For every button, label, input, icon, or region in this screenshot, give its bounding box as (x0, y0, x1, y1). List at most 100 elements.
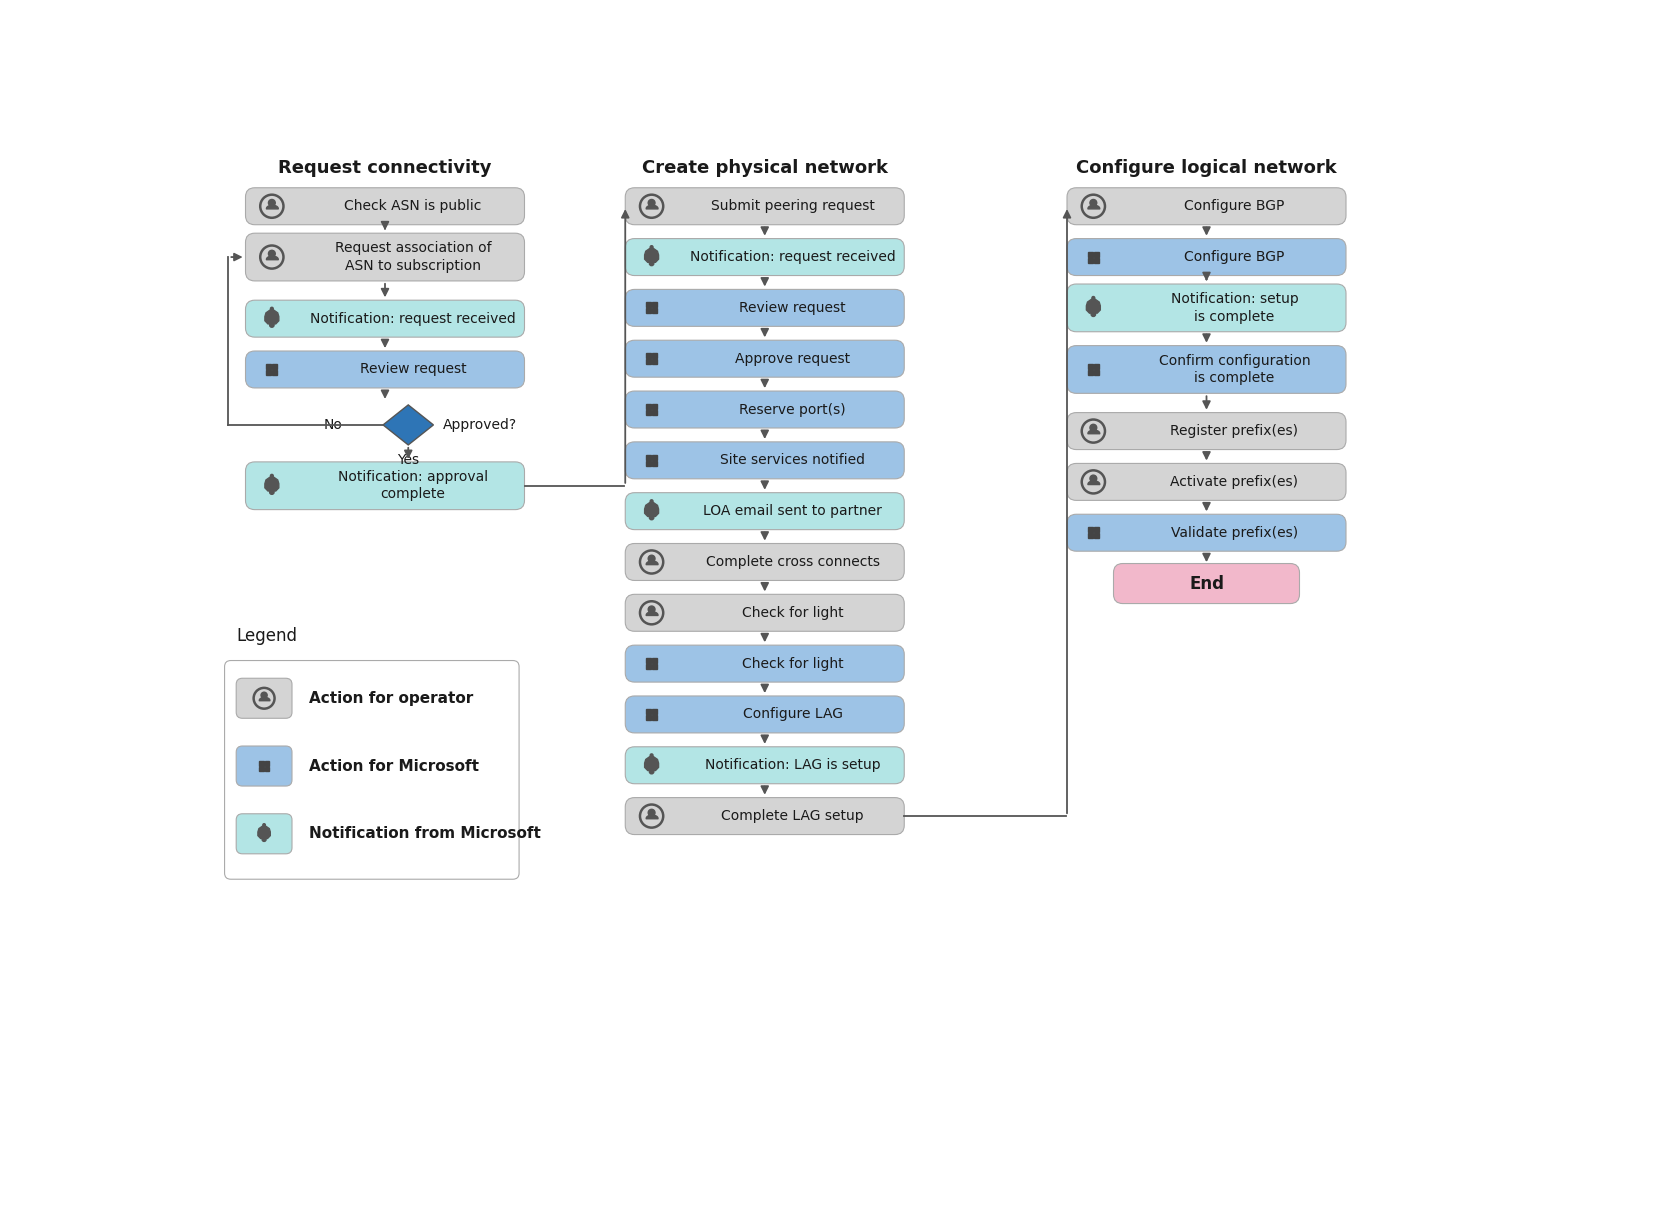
Text: Check for light: Check for light (743, 606, 844, 619)
Bar (1088, 371, 1093, 375)
Polygon shape (1087, 298, 1100, 313)
Text: Submit peering request: Submit peering request (711, 199, 875, 213)
Text: No: No (323, 417, 342, 432)
Polygon shape (645, 756, 658, 771)
Bar (1093, 364, 1098, 369)
Bar (652, 455, 657, 460)
Bar (265, 767, 270, 771)
FancyBboxPatch shape (1067, 346, 1346, 394)
Text: Configure LAG: Configure LAG (743, 708, 842, 721)
FancyBboxPatch shape (625, 492, 905, 529)
Text: Check ASN is public: Check ASN is public (344, 199, 481, 213)
Bar (647, 404, 652, 409)
FancyBboxPatch shape (237, 746, 293, 787)
Circle shape (1090, 199, 1097, 207)
Bar (273, 371, 278, 375)
Polygon shape (265, 476, 280, 491)
Text: Configure logical network: Configure logical network (1077, 159, 1336, 177)
FancyBboxPatch shape (625, 442, 905, 479)
Text: Activate prefix(es): Activate prefix(es) (1171, 475, 1298, 489)
Text: Notification: setup
is complete: Notification: setup is complete (1171, 292, 1298, 324)
Bar (260, 767, 263, 771)
FancyBboxPatch shape (245, 233, 524, 281)
Circle shape (268, 250, 275, 257)
Circle shape (650, 261, 653, 266)
Text: Request association of
ASN to subscription: Request association of ASN to subscripti… (334, 241, 491, 273)
FancyBboxPatch shape (625, 798, 905, 835)
Text: Site services notified: Site services notified (719, 453, 865, 468)
Bar (652, 659, 657, 664)
Bar (260, 761, 263, 766)
Circle shape (650, 516, 653, 519)
Bar (647, 309, 652, 314)
Text: Check for light: Check for light (743, 656, 844, 671)
FancyBboxPatch shape (625, 188, 905, 225)
Bar (647, 353, 652, 358)
Text: Review request: Review request (359, 362, 466, 377)
FancyBboxPatch shape (1067, 188, 1346, 225)
Circle shape (650, 246, 653, 249)
FancyBboxPatch shape (1067, 239, 1346, 276)
Bar (1093, 527, 1098, 532)
Bar (647, 715, 652, 720)
FancyBboxPatch shape (625, 289, 905, 326)
FancyBboxPatch shape (245, 188, 524, 225)
Bar (652, 460, 657, 465)
Text: Approved?: Approved? (443, 417, 516, 432)
Circle shape (261, 837, 266, 842)
Text: Notification: request received: Notification: request received (690, 250, 895, 265)
FancyBboxPatch shape (625, 696, 905, 732)
Polygon shape (384, 405, 433, 444)
Text: Complete cross connects: Complete cross connects (706, 555, 880, 569)
Bar (652, 709, 657, 714)
FancyBboxPatch shape (245, 300, 524, 337)
Circle shape (1090, 475, 1097, 481)
Bar (273, 364, 278, 369)
Text: Yes: Yes (397, 453, 420, 467)
Polygon shape (645, 502, 658, 517)
Bar (1088, 257, 1093, 262)
Bar (647, 460, 652, 465)
FancyBboxPatch shape (237, 814, 293, 854)
FancyBboxPatch shape (625, 391, 905, 428)
Circle shape (261, 692, 268, 698)
Text: Confirm configuration
is complete: Confirm configuration is complete (1158, 353, 1310, 385)
Circle shape (650, 769, 653, 774)
Bar (1088, 527, 1093, 532)
Bar (652, 665, 657, 670)
FancyBboxPatch shape (1113, 564, 1300, 603)
FancyBboxPatch shape (625, 747, 905, 784)
FancyBboxPatch shape (625, 340, 905, 377)
Text: LOA email sent to partner: LOA email sent to partner (703, 505, 882, 518)
FancyBboxPatch shape (1067, 284, 1346, 331)
Circle shape (650, 753, 653, 757)
Bar (652, 309, 657, 314)
Bar (652, 410, 657, 415)
Bar (647, 303, 652, 308)
Text: Notification from Microsoft: Notification from Microsoft (309, 826, 541, 841)
Bar (647, 709, 652, 714)
FancyBboxPatch shape (1067, 515, 1346, 551)
Circle shape (270, 490, 275, 495)
Circle shape (648, 555, 655, 563)
Bar (1093, 251, 1098, 256)
Text: Review request: Review request (739, 300, 845, 315)
Text: Create physical network: Create physical network (642, 159, 888, 177)
Circle shape (648, 199, 655, 207)
Circle shape (263, 824, 265, 826)
FancyBboxPatch shape (245, 351, 524, 388)
Circle shape (271, 474, 273, 478)
Bar (265, 761, 270, 766)
Bar (266, 371, 271, 375)
Text: Register prefix(es): Register prefix(es) (1171, 425, 1298, 438)
FancyBboxPatch shape (625, 239, 905, 276)
Bar (647, 665, 652, 670)
Text: Configure BGP: Configure BGP (1184, 199, 1285, 213)
Circle shape (648, 606, 655, 613)
Bar (652, 353, 657, 358)
Text: Notification: request received: Notification: request received (309, 311, 516, 326)
Circle shape (271, 308, 273, 310)
Bar (652, 404, 657, 409)
Text: Action for operator: Action for operator (309, 691, 473, 705)
Circle shape (270, 323, 275, 327)
